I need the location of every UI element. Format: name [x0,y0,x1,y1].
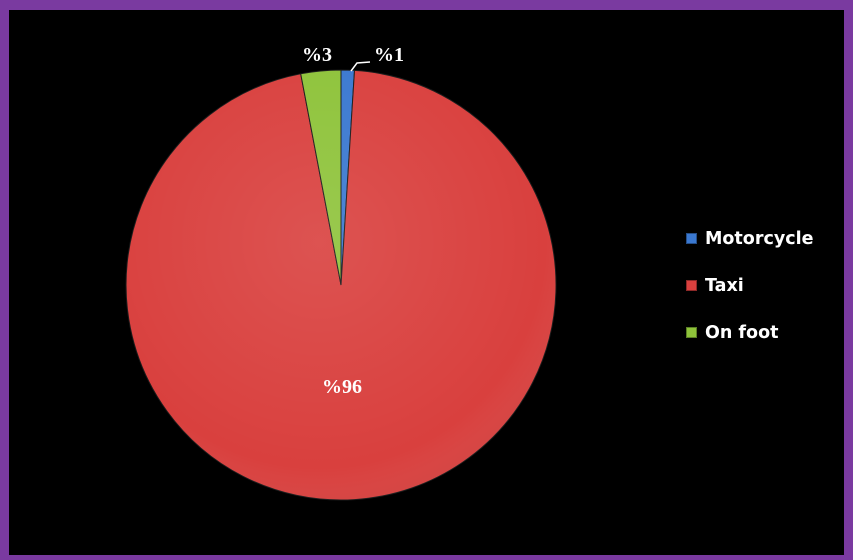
legend-swatch-on-foot [686,327,697,338]
chart-legend: Motorcycle Taxi On foot [686,226,846,367]
pie-slices [125,69,557,501]
leader-line-motorcycle [350,61,371,72]
legend-item-on-foot: On foot [686,320,846,346]
data-label-motorcycle: %1 [374,44,404,66]
data-label-on-foot: %3 [302,44,332,66]
data-label-taxi: %96 [322,376,362,398]
legend-item-taxi: Taxi [686,273,846,299]
legend-label-on-foot: On foot [705,323,779,343]
legend-swatch-motorcycle [686,233,697,244]
legend-label-taxi: Taxi [705,276,744,296]
legend-label-motorcycle: Motorcycle [705,229,814,249]
legend-item-motorcycle: Motorcycle [686,226,846,252]
legend-swatch-taxi [686,280,697,291]
